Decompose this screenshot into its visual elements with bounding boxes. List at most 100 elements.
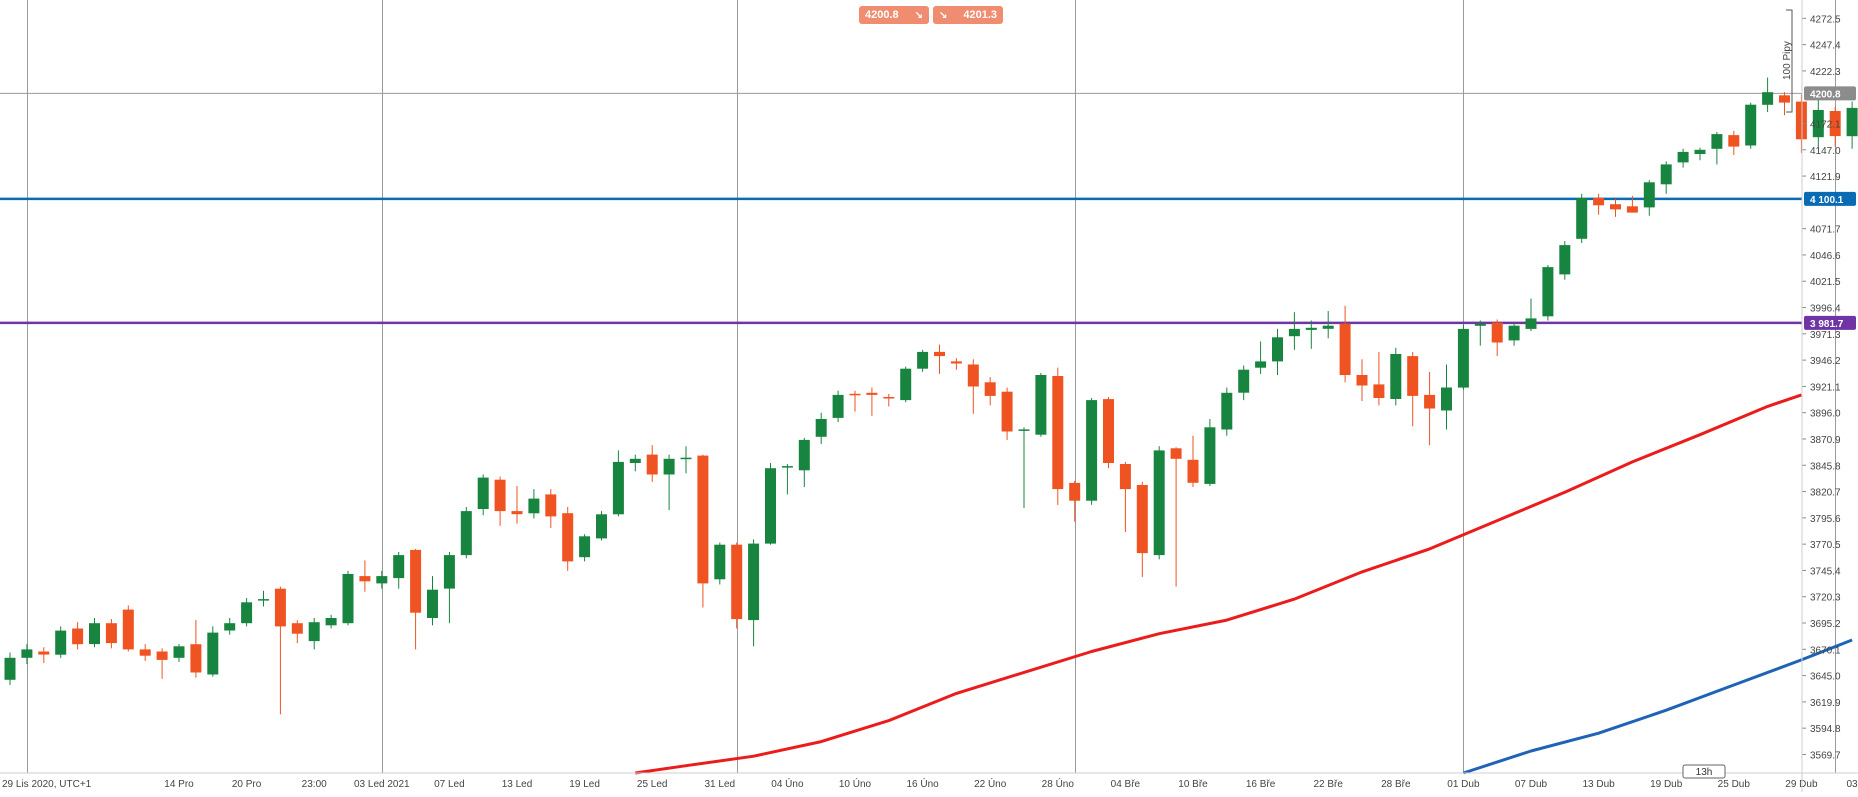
candle: [1272, 328, 1283, 375]
candle-body: [1238, 369, 1250, 393]
candle: [950, 358, 962, 370]
candle: [849, 390, 861, 412]
candle-body: [1035, 375, 1047, 435]
candle: [1069, 480, 1081, 522]
candle: [731, 542, 743, 629]
candle-body: [1390, 354, 1402, 399]
bid-quote-box[interactable]: 4200.8 ↘: [859, 6, 929, 24]
candle: [697, 454, 709, 608]
candle-body: [967, 364, 979, 387]
candle-body: [1339, 323, 1351, 375]
y-tick-label: 3870.9: [1810, 435, 1841, 446]
x-tick-label: 16 Bře: [1246, 779, 1276, 790]
candle: [1525, 298, 1537, 331]
x-tick-label: 22 Bře: [1313, 779, 1343, 790]
timeframe-button[interactable]: 13h: [1682, 764, 1726, 779]
scale-marker: 100 Pipy: [1782, 9, 1793, 113]
candle: [1001, 387, 1013, 440]
candle: [629, 454, 641, 472]
candle: [1187, 435, 1199, 488]
candle: [1745, 102, 1757, 149]
candle-body: [984, 382, 996, 396]
y-tick-label: 3569.7: [1810, 751, 1841, 762]
x-tick-label: 07 Led: [434, 779, 465, 790]
candle: [511, 486, 523, 524]
candle: [596, 511, 607, 541]
candle-body: [410, 549, 422, 613]
candle-body: [1187, 459, 1199, 483]
level-3981-tag-bg: [1804, 315, 1856, 330]
candle: [1762, 77, 1774, 113]
x-tick-label: 19 Dub: [1650, 779, 1683, 790]
candle: [815, 412, 827, 445]
x-tick-label: 03 Květen: [1846, 779, 1858, 790]
candle-body: [224, 623, 236, 631]
candle: [967, 359, 979, 414]
candle: [1339, 305, 1351, 383]
candle: [1136, 481, 1148, 578]
candle-body: [1829, 111, 1841, 137]
x-tick-label: 04 Úno: [771, 777, 804, 790]
candle-body: [55, 630, 67, 655]
level-4100-tag[interactable]: 4 100.1: [1804, 191, 1856, 206]
candle-body: [494, 479, 506, 512]
x-tick-label: 29 Lis 2020, UTC+1: [2, 779, 92, 790]
ask-quote-box[interactable]: ↘ 4201.3: [933, 6, 1003, 24]
ma-red-line: [635, 393, 1802, 775]
candle-body: [646, 454, 658, 475]
y-tick-label: 3971.3: [1810, 330, 1841, 341]
x-tick-label: 22 Úno: [974, 777, 1007, 790]
candle-body: [1052, 376, 1064, 490]
candle-body: [1779, 95, 1790, 103]
candle: [1305, 320, 1317, 349]
candle-body: [325, 618, 337, 626]
candle: [38, 647, 50, 664]
timeframe-label: 13h: [1696, 767, 1713, 778]
y-tick-label: 4147.0: [1810, 146, 1841, 157]
candle-body: [1812, 110, 1824, 138]
candle-body: [21, 649, 33, 658]
candle-body: [596, 514, 607, 539]
candle-body: [1576, 198, 1588, 239]
x-tick-label: 01 Dub: [1447, 779, 1480, 790]
candle-body: [1711, 134, 1723, 149]
candle-body: [612, 461, 624, 515]
candle: [1035, 372, 1047, 437]
candle-body: [781, 466, 793, 468]
level-3981-tag-label: 3 981.7: [1810, 319, 1844, 330]
level-4100-tag-bg: [1804, 191, 1856, 206]
candle-body: [1593, 198, 1605, 206]
candle-body: [511, 511, 523, 515]
candle-body: [1255, 361, 1267, 368]
candle-body: [258, 599, 269, 601]
candle-body: [291, 623, 303, 634]
candle-body: [308, 622, 320, 642]
candle-body: [173, 646, 185, 658]
candle-body: [1728, 135, 1740, 147]
y-tick-label: 3820.7: [1810, 488, 1841, 499]
candle-body: [72, 628, 84, 645]
candle-body: [359, 576, 371, 582]
candle: [1508, 322, 1520, 346]
candle-body: [1542, 267, 1554, 317]
current-price-tag[interactable]: 4200.8: [1804, 86, 1856, 101]
y-tick-label: 3896.0: [1810, 409, 1841, 420]
candle-body: [156, 651, 168, 660]
candle-body: [815, 419, 827, 437]
candle-body: [1745, 104, 1757, 146]
candle-body: [274, 588, 286, 627]
candle: [1322, 311, 1334, 339]
y-tick-label: 4247.4: [1810, 41, 1841, 52]
level-3981-tag[interactable]: 3 981.7: [1804, 315, 1856, 330]
candle-body: [1086, 400, 1098, 501]
candle: [1373, 351, 1385, 406]
y-tick-label: 4021.5: [1810, 277, 1841, 288]
candle: [1221, 387, 1233, 436]
candle: [342, 570, 354, 626]
candle: [224, 617, 236, 635]
candle: [1728, 130, 1740, 156]
candle: [663, 454, 675, 511]
candle: [173, 644, 185, 662]
